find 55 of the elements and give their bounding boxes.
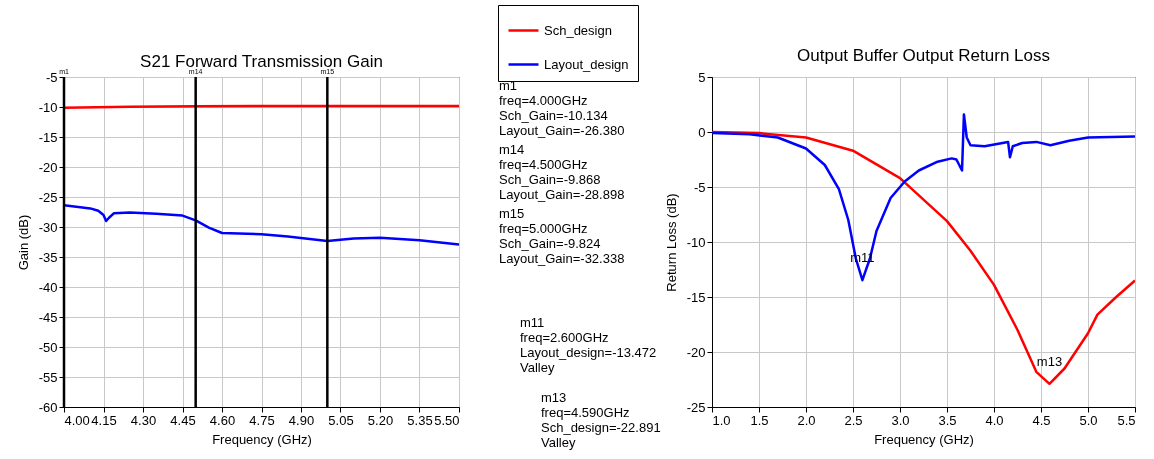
y-tick-label: -15 (38, 129, 58, 145)
y-tick-label: -15 (686, 289, 706, 305)
x-tick-label: 4.30 (130, 412, 157, 428)
x-tick-label: 5.35 (407, 412, 433, 428)
y-tick-label: -5 (693, 179, 706, 195)
x-axis-title: Frequency (GHz) (212, 431, 312, 447)
x-tick-label: 4.0 (985, 412, 1004, 428)
y-tick-label: -40 (38, 279, 58, 295)
x-tick-label: 4.75 (249, 412, 275, 428)
x-tick-label: 3.0 (891, 412, 910, 428)
y-tick-label: -10 (686, 234, 706, 250)
y-tick-label: -5 (45, 69, 58, 85)
y-tick-label: 5 (698, 69, 706, 85)
y-axis-title: Gain (dB) (15, 214, 31, 271)
annotation: m13 (1036, 353, 1063, 369)
x-tick-label: 2.5 (844, 412, 863, 428)
y-tick-label: -20 (686, 344, 706, 360)
y-tick-label: -10 (38, 99, 58, 115)
text: m15 freq=5.000GHz Sch_Gain=-9.824 Layout_Gain=-32.338 (499, 206, 625, 266)
y-tick-label: -25 (686, 399, 706, 415)
y-axis-title: Return Loss (dB) (663, 193, 679, 292)
x-tick-label: 4.60 (209, 412, 236, 428)
x-tick-label: 5.0 (1079, 412, 1098, 428)
y-tick-label: -55 (38, 369, 58, 385)
line-series (712, 130, 1135, 386)
chart-title: Output Buffer Output Return Loss (797, 46, 1050, 65)
y-tick-label: -50 (38, 339, 58, 355)
line-series (712, 113, 1135, 282)
y-tick-label: 0 (698, 124, 706, 140)
text: m14 freq=4.500GHz Sch_Gain=-9.868 Layout_Gain=-28.898 (499, 142, 625, 202)
x-tick-label: 5.50 (434, 412, 460, 428)
legend-label: Sch_design (544, 22, 612, 38)
x-axis-title: Frequency (GHz) (874, 431, 974, 447)
x-tick-label: 3.5 (938, 412, 957, 428)
x-tick-label: 1.5 (750, 412, 769, 428)
x-tick-label: 4.15 (91, 412, 117, 428)
x-tick-label: 1.0 (712, 412, 731, 428)
y-tick-label: -60 (38, 399, 58, 415)
y-tick-label: -45 (38, 309, 58, 325)
x-tick-label: 4.5 (1032, 412, 1051, 428)
y-tick-label: -35 (38, 249, 58, 265)
x-tick-label: 5.5 (1117, 412, 1136, 428)
y-tick-label: -25 (38, 189, 58, 205)
x-tick-label: 2.0 (797, 412, 816, 428)
text: m11 freq=2.600GHz Layout_design=-13.472 Valley (520, 315, 657, 375)
x-tick-label: 5.05 (328, 412, 354, 428)
legend-label: Layout_design (544, 56, 629, 72)
text: m13 freq=4.590GHz Sch_design=-22.891 Valley (541, 390, 661, 450)
y-tick-label: -30 (38, 219, 58, 235)
x-tick-label: 5.20 (367, 412, 394, 428)
x-tick-label: 4.90 (288, 412, 315, 428)
line-series (64, 204, 459, 246)
y-tick-label: -20 (38, 159, 58, 175)
x-tick-label: 4.00 (64, 412, 90, 428)
x-tick-label: 4.45 (170, 412, 196, 428)
